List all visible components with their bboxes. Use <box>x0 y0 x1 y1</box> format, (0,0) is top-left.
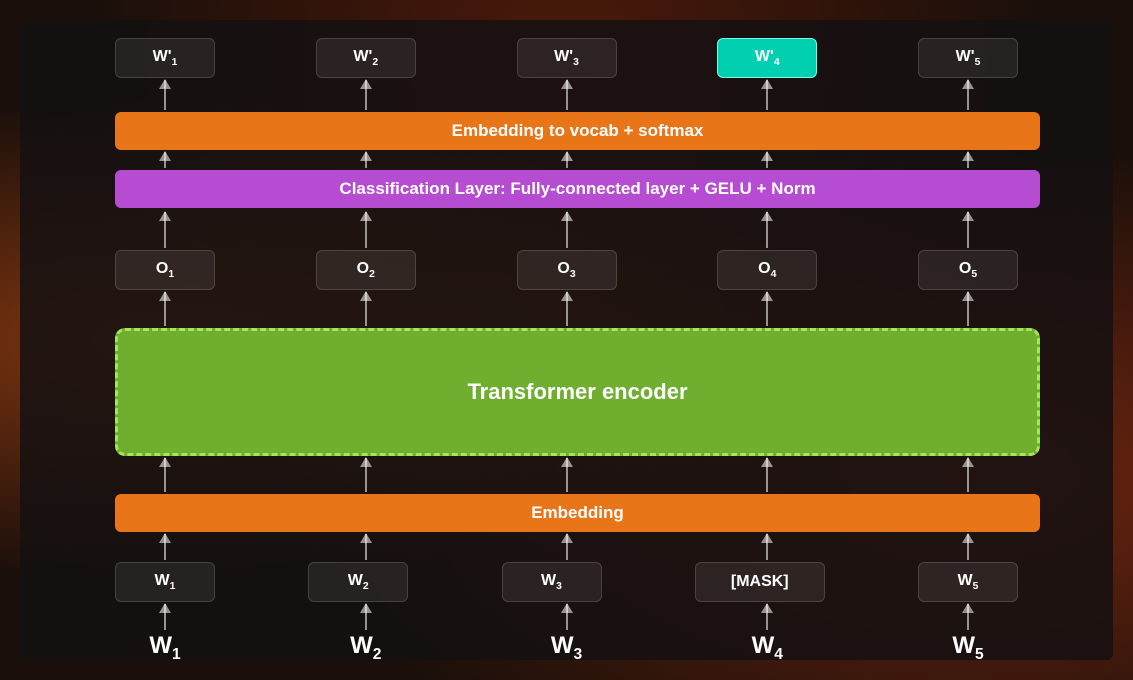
arrow-row <box>20 212 1113 248</box>
arrow-row <box>20 604 1113 630</box>
up-arrow-icon <box>164 458 166 492</box>
up-arrow-icon <box>766 292 768 326</box>
vocab-softmax-bar: Embedding to vocab + softmax <box>115 112 1040 150</box>
classification-bar: Classification Layer: Fully-connected la… <box>115 170 1040 208</box>
input-token: W1 <box>115 562 215 602</box>
up-arrow-icon <box>967 212 969 248</box>
bottom-label: W4 <box>717 632 817 664</box>
up-arrow-icon <box>766 604 768 630</box>
bottom-label: W3 <box>517 632 617 664</box>
o-token-row: O1 O2 O3 O4 O5 <box>20 250 1113 290</box>
output-token: W'1 <box>115 38 215 78</box>
up-arrow-icon <box>566 80 568 110</box>
o-token: O4 <box>717 250 817 290</box>
up-arrow-icon <box>365 212 367 248</box>
up-arrow-icon <box>365 458 367 492</box>
arrow-row <box>20 534 1113 560</box>
up-arrow-icon <box>164 604 166 630</box>
up-arrow-icon <box>967 292 969 326</box>
o-token: O1 <box>115 250 215 290</box>
up-arrow-icon <box>164 80 166 110</box>
input-token: W3 <box>502 562 602 602</box>
up-arrow-icon <box>766 152 768 168</box>
up-arrow-icon <box>967 604 969 630</box>
o-token: O2 <box>316 250 416 290</box>
output-token: W'3 <box>517 38 617 78</box>
output-token: W'5 <box>918 38 1018 78</box>
up-arrow-icon <box>164 292 166 326</box>
bottom-label: W2 <box>316 632 416 664</box>
diagram-panel: W'1 W'2 W'3 W'4 W'5 Embedding to vocab +… <box>20 20 1113 660</box>
o-token: O3 <box>517 250 617 290</box>
up-arrow-icon <box>766 212 768 248</box>
bottom-label: W5 <box>918 632 1018 664</box>
up-arrow-icon <box>967 152 969 168</box>
up-arrow-icon <box>566 604 568 630</box>
input-token: W5 <box>918 562 1018 602</box>
arrow-row <box>20 458 1113 492</box>
bottom-label-row: W1 W2 W3 W4 W5 <box>20 632 1113 664</box>
up-arrow-icon <box>967 458 969 492</box>
up-arrow-icon <box>365 292 367 326</box>
up-arrow-icon <box>566 534 568 560</box>
o-token: O5 <box>918 250 1018 290</box>
arrow-row <box>20 292 1113 326</box>
output-token-row: W'1 W'2 W'3 W'4 W'5 <box>20 38 1113 78</box>
up-arrow-icon <box>766 458 768 492</box>
up-arrow-icon <box>164 152 166 168</box>
output-token: W'2 <box>316 38 416 78</box>
up-arrow-icon <box>766 534 768 560</box>
input-token-mask: [MASK] <box>695 562 825 602</box>
up-arrow-icon <box>967 80 969 110</box>
up-arrow-icon <box>365 534 367 560</box>
embedding-bar: Embedding <box>115 494 1040 532</box>
up-arrow-icon <box>566 458 568 492</box>
transformer-encoder: Transformer encoder <box>115 328 1040 456</box>
up-arrow-icon <box>365 152 367 168</box>
input-token-row: W1 W2 W3 [MASK] W5 <box>20 562 1113 602</box>
up-arrow-icon <box>164 212 166 248</box>
output-token-highlight: W'4 <box>717 38 817 78</box>
up-arrow-icon <box>365 80 367 110</box>
bottom-label: W1 <box>115 632 215 664</box>
up-arrow-icon <box>967 534 969 560</box>
arrow-row <box>20 80 1113 110</box>
input-token: W2 <box>308 562 408 602</box>
up-arrow-icon <box>766 80 768 110</box>
arrow-row <box>20 152 1113 168</box>
up-arrow-icon <box>566 292 568 326</box>
up-arrow-icon <box>164 534 166 560</box>
up-arrow-icon <box>365 604 367 630</box>
up-arrow-icon <box>566 212 568 248</box>
up-arrow-icon <box>566 152 568 168</box>
